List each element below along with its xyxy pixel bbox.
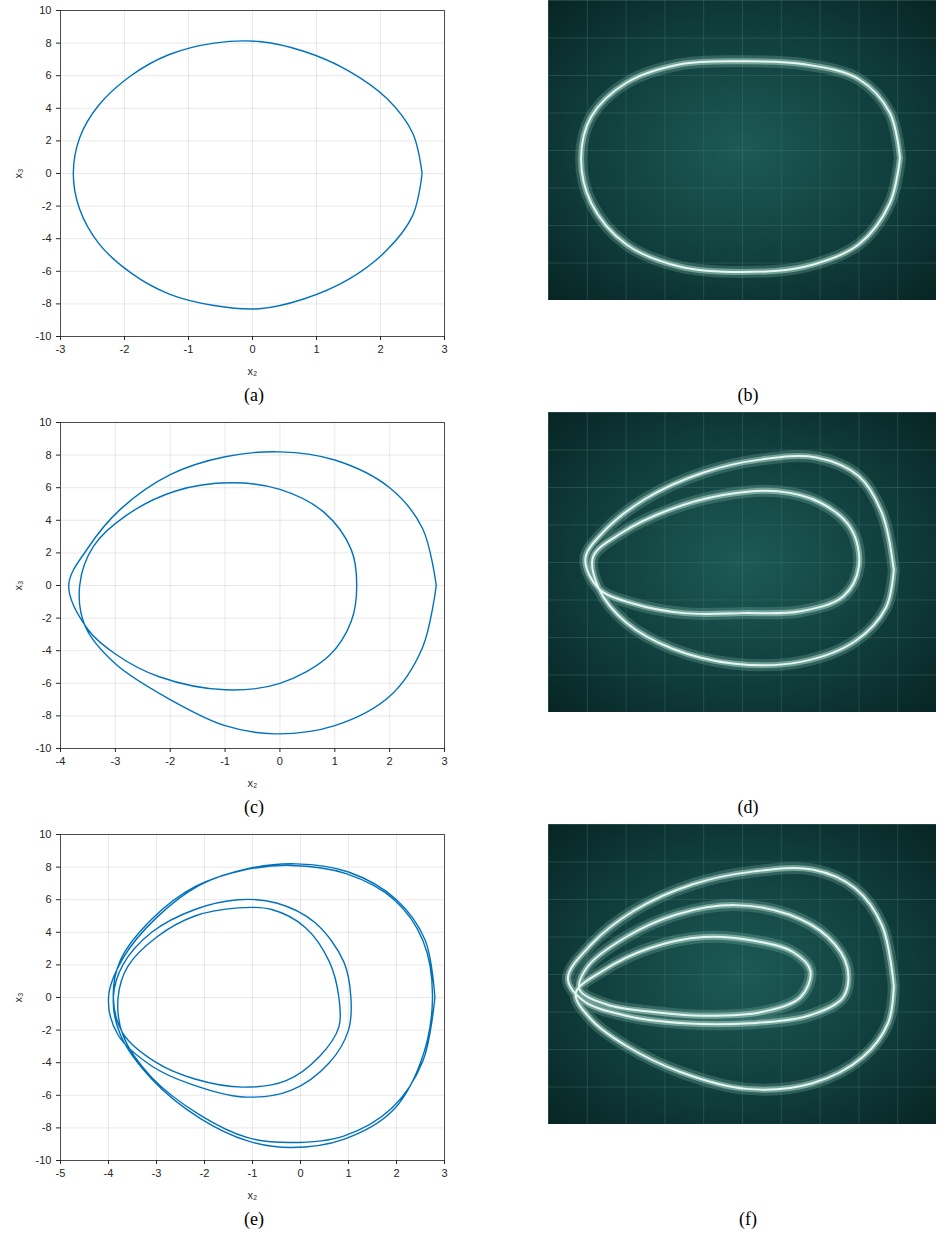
svg-text:0: 0 bbox=[277, 755, 283, 767]
svg-text:-2: -2 bbox=[200, 1167, 210, 1179]
svg-text:6: 6 bbox=[45, 69, 51, 81]
svg-text:3: 3 bbox=[441, 1167, 447, 1179]
svg-text:4: 4 bbox=[45, 102, 51, 114]
html-text:(e): (e) bbox=[244, 1209, 264, 1229]
svg-text:-8: -8 bbox=[42, 1121, 52, 1133]
svg-text:-4: -4 bbox=[42, 1056, 52, 1068]
svg-text:-1: -1 bbox=[248, 1167, 258, 1179]
svg-text:x₃: x₃ bbox=[12, 581, 24, 591]
svg-text:6: 6 bbox=[45, 481, 51, 493]
html-text:(b): (b) bbox=[737, 385, 759, 405]
svg-text:2: 2 bbox=[45, 958, 51, 970]
svg-text:2: 2 bbox=[387, 755, 393, 767]
svg-text:4: 4 bbox=[45, 514, 51, 526]
svg-text:-1: -1 bbox=[220, 755, 230, 767]
svg-text:-6: -6 bbox=[42, 265, 52, 277]
svg-text:0: 0 bbox=[45, 167, 51, 179]
svg-text:-2: -2 bbox=[42, 200, 52, 212]
svg-text:-8: -8 bbox=[42, 709, 52, 721]
svg-text:-5: -5 bbox=[56, 1167, 66, 1179]
svg-text:-3: -3 bbox=[152, 1167, 162, 1179]
html-text:(d): (d) bbox=[737, 797, 759, 817]
svg-text:-10: -10 bbox=[36, 330, 52, 342]
html-text:(f): (f) bbox=[739, 1209, 757, 1229]
svg-text:x₂: x₂ bbox=[248, 365, 258, 377]
svg-text:4: 4 bbox=[45, 926, 51, 938]
svg-text:1: 1 bbox=[332, 755, 338, 767]
svg-text:-1: -1 bbox=[184, 343, 194, 355]
svg-text:x₂: x₂ bbox=[248, 1189, 258, 1201]
svg-text:x₂: x₂ bbox=[248, 777, 258, 789]
svg-text:10: 10 bbox=[39, 828, 51, 840]
svg-text:x₃: x₃ bbox=[12, 993, 24, 1003]
svg-text:2: 2 bbox=[393, 1167, 399, 1179]
svg-text:3: 3 bbox=[441, 755, 447, 767]
svg-text:-2: -2 bbox=[42, 1024, 52, 1036]
svg-text:-6: -6 bbox=[42, 677, 52, 689]
svg-text:0: 0 bbox=[297, 1167, 303, 1179]
svg-text:-6: -6 bbox=[42, 1089, 52, 1101]
svg-text:8: 8 bbox=[45, 449, 51, 461]
svg-text:0: 0 bbox=[45, 579, 51, 591]
svg-text:-10: -10 bbox=[36, 1154, 52, 1166]
svg-text:6: 6 bbox=[45, 893, 51, 905]
html-text:(a): (a) bbox=[244, 385, 264, 405]
svg-text:-3: -3 bbox=[56, 343, 66, 355]
svg-text:-3: -3 bbox=[110, 755, 120, 767]
svg-text:10: 10 bbox=[39, 416, 51, 428]
svg-text:-2: -2 bbox=[120, 343, 130, 355]
svg-text:-2: -2 bbox=[165, 755, 175, 767]
svg-text:-8: -8 bbox=[42, 297, 52, 309]
svg-text:1: 1 bbox=[345, 1167, 351, 1179]
svg-text:3: 3 bbox=[441, 343, 447, 355]
svg-text:2: 2 bbox=[45, 134, 51, 146]
svg-text:0: 0 bbox=[45, 991, 51, 1003]
svg-text:-2: -2 bbox=[42, 612, 52, 624]
svg-text:8: 8 bbox=[45, 861, 51, 873]
svg-text:8: 8 bbox=[45, 37, 51, 49]
html-text:(c): (c) bbox=[244, 797, 264, 817]
svg-text:10: 10 bbox=[39, 4, 51, 16]
svg-text:x₃: x₃ bbox=[12, 169, 24, 179]
svg-text:-4: -4 bbox=[42, 644, 52, 656]
svg-text:2: 2 bbox=[45, 546, 51, 558]
svg-text:-10: -10 bbox=[36, 742, 52, 754]
svg-text:1: 1 bbox=[313, 343, 319, 355]
svg-text:-4: -4 bbox=[104, 1167, 114, 1179]
svg-text:-4: -4 bbox=[42, 232, 52, 244]
svg-text:0: 0 bbox=[249, 343, 255, 355]
svg-text:-4: -4 bbox=[56, 755, 66, 767]
svg-text:2: 2 bbox=[377, 343, 383, 355]
